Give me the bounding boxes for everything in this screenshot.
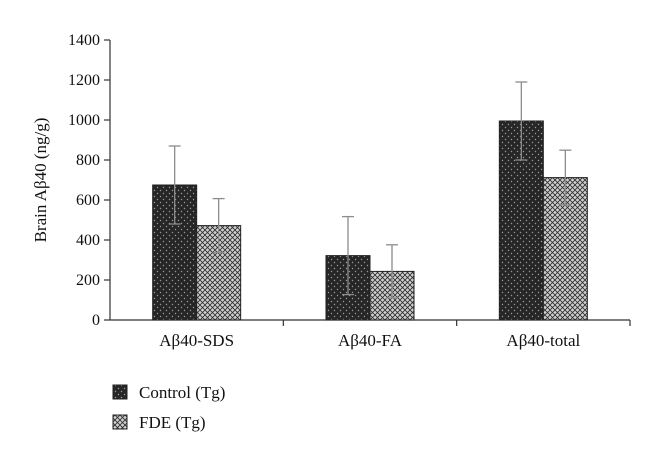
bars xyxy=(152,120,588,321)
x-category-label: Aβ40-total xyxy=(506,331,580,350)
legend-label: FDE (Tg) xyxy=(139,413,206,432)
bar-fde xyxy=(542,177,588,321)
y-tick-label: 0 xyxy=(92,312,100,329)
y-tick-label: 200 xyxy=(76,272,100,289)
error-bars xyxy=(168,81,572,299)
x-category-label: Aβ40-FA xyxy=(338,331,403,350)
legend: Control (Tg) FDE (Tg) xyxy=(112,383,225,432)
y-tick-label: 1000 xyxy=(68,112,100,129)
legend-label: Control (Tg) xyxy=(139,383,225,402)
legend-swatch xyxy=(112,384,128,400)
x-category-label: Aβ40-SDS xyxy=(159,331,234,350)
legend-swatch xyxy=(112,414,128,430)
labels: 0 200 400 600 800 1000 1200 1400 Brain Aβ40 (ng/… xyxy=(31,32,581,350)
y-tick-label: 800 xyxy=(76,152,100,169)
y-axis-title: Brain Aβ40 (ng/g) xyxy=(31,118,50,243)
y-tick-label: 400 xyxy=(76,232,100,249)
bar-fde xyxy=(196,225,242,321)
y-tick-label: 1200 xyxy=(68,72,100,89)
y-tick-label: 1400 xyxy=(68,32,100,49)
y-tick-label: 600 xyxy=(76,192,100,209)
